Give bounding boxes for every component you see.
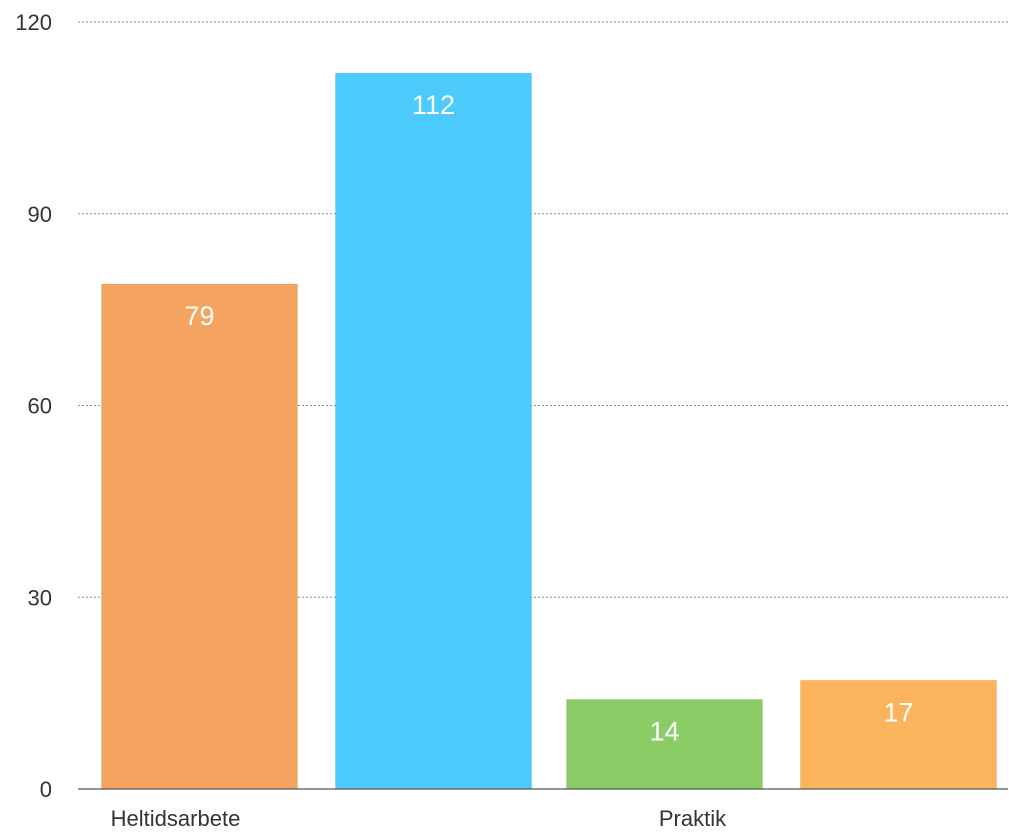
- y-tick-label: 30: [28, 585, 52, 610]
- y-tick-label: 0: [40, 777, 52, 802]
- bar-value-label: 14: [649, 717, 679, 747]
- bar-value-label: 17: [883, 697, 913, 727]
- category-label: Praktik: [659, 806, 727, 831]
- y-tick-label: 90: [28, 202, 52, 227]
- y-tick-label: 60: [28, 394, 52, 419]
- bar-heltidsarbete-2: [336, 73, 532, 789]
- category-label: Heltidsarbete: [111, 806, 241, 831]
- bar-heltidsarbete-1: [102, 284, 298, 789]
- bars: [102, 73, 997, 789]
- bar-value-label: 112: [412, 90, 455, 120]
- x-axis-categories: Heltidsarbete Praktik: [111, 806, 727, 831]
- y-tick-label: 120: [15, 10, 52, 35]
- y-axis-ticks: 0 30 60 90 120: [15, 10, 52, 802]
- bar-value-label: 79: [184, 301, 214, 331]
